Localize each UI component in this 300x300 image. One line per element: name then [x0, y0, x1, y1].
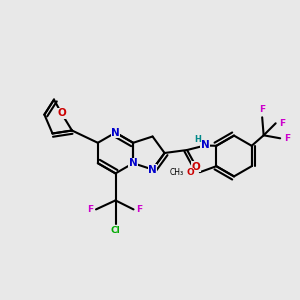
Text: F: F [136, 205, 142, 214]
Text: N: N [129, 158, 137, 168]
Text: F: F [87, 205, 93, 214]
Text: Cl: Cl [111, 226, 120, 235]
Text: O: O [57, 108, 66, 118]
Text: O: O [192, 161, 200, 172]
Text: F: F [279, 119, 285, 128]
Text: N: N [111, 128, 120, 138]
Text: H: H [194, 135, 201, 144]
Text: F: F [259, 105, 265, 114]
Text: N: N [201, 140, 209, 151]
Text: F: F [284, 134, 290, 143]
Text: O: O [186, 168, 194, 177]
Text: CH₃: CH₃ [170, 168, 184, 177]
Text: N: N [148, 164, 157, 175]
